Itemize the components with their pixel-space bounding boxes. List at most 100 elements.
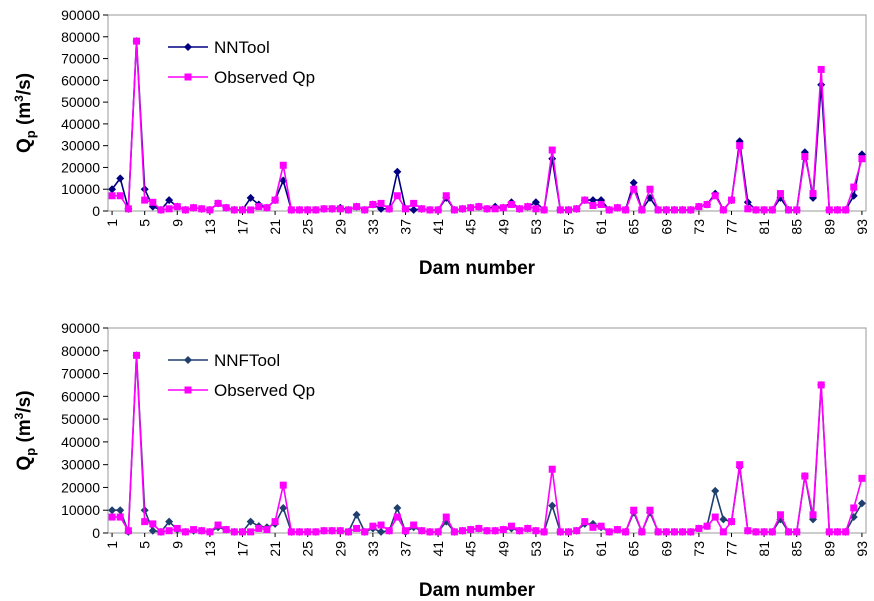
marker [662,528,670,536]
marker [573,527,581,535]
y-axis-label-part: Q [14,456,35,471]
marker [377,199,385,207]
marker [336,527,344,535]
marker [736,461,744,469]
y-tick-label: 40000 [61,434,100,450]
marker [833,206,841,214]
x-tick-label: 57 [561,541,577,557]
legend-label: Observed Qp [214,68,315,87]
marker [393,503,402,512]
marker [246,193,255,202]
x-tick-label: 1 [104,219,120,227]
marker [670,206,678,214]
y-tick-label: 50000 [61,411,100,427]
x-tick-label: 29 [332,541,348,557]
marker [654,206,662,214]
marker [442,192,450,200]
marker [483,527,491,535]
marker [548,146,556,154]
marker [687,206,695,214]
marker [116,513,124,521]
marker [679,528,687,536]
marker [401,205,409,213]
x-tick-label: 73 [691,219,707,235]
marker [524,203,532,211]
marker [230,528,238,536]
x-tick-label: 81 [756,219,772,235]
marker [630,185,638,193]
marker [776,511,784,519]
marker [638,528,646,536]
marker [271,196,279,204]
marker [768,528,776,536]
marker [238,206,246,214]
marker [744,527,752,535]
marker [124,205,132,213]
marker [149,198,157,206]
marker [165,205,173,213]
x-tick-label: 33 [365,541,381,557]
marker [817,65,825,73]
marker [434,206,442,214]
marker [409,205,418,214]
y-axis-label-part: 3 [12,412,26,419]
marker [540,206,548,214]
marker [630,506,638,514]
plot-area [107,327,867,534]
marker [377,527,386,536]
marker [711,192,719,200]
marker [124,527,132,535]
x-tick-label: 89 [821,219,837,235]
legend-label: NNTool [214,38,270,57]
legend-marker [184,73,192,81]
marker [833,528,841,536]
marker [173,524,181,532]
marker [263,526,271,534]
legend-marker [184,356,192,364]
marker [613,526,621,534]
marker [450,528,458,536]
y-tick-label: 20000 [61,479,100,495]
y-tick-label: 20000 [61,159,100,175]
x-tick-label: 53 [528,219,544,235]
marker [410,199,418,207]
marker [246,517,255,526]
marker [507,522,515,530]
marker [320,205,328,213]
x-tick-label: 93 [854,219,870,235]
y-tick-label: 30000 [61,457,100,473]
marker [581,196,589,204]
x-tick-label: 49 [495,219,511,235]
marker [475,203,483,211]
marker [801,153,809,161]
marker [279,481,287,489]
marker [785,206,793,214]
x-tick-label: 13 [202,541,218,557]
marker [279,161,287,169]
marker [459,205,467,213]
marker [760,206,768,214]
marker [842,206,850,214]
marker [711,513,719,521]
y-tick-label: 30000 [61,138,100,154]
marker [459,527,467,535]
marker [548,465,556,473]
marker [516,527,524,535]
marker [141,518,149,526]
marker [532,205,540,213]
marker [148,526,157,535]
marker [858,474,866,482]
marker [116,192,124,200]
x-tick-label: 77 [724,219,740,235]
x-tick-label: 41 [430,541,446,557]
marker [263,204,271,212]
marker [296,206,304,214]
marker [467,204,475,212]
marker [622,528,630,536]
marker [507,200,515,208]
marker [703,522,711,530]
x-tick-label: 17 [234,219,250,235]
marker [793,206,801,214]
x-tick-label: 69 [658,219,674,235]
